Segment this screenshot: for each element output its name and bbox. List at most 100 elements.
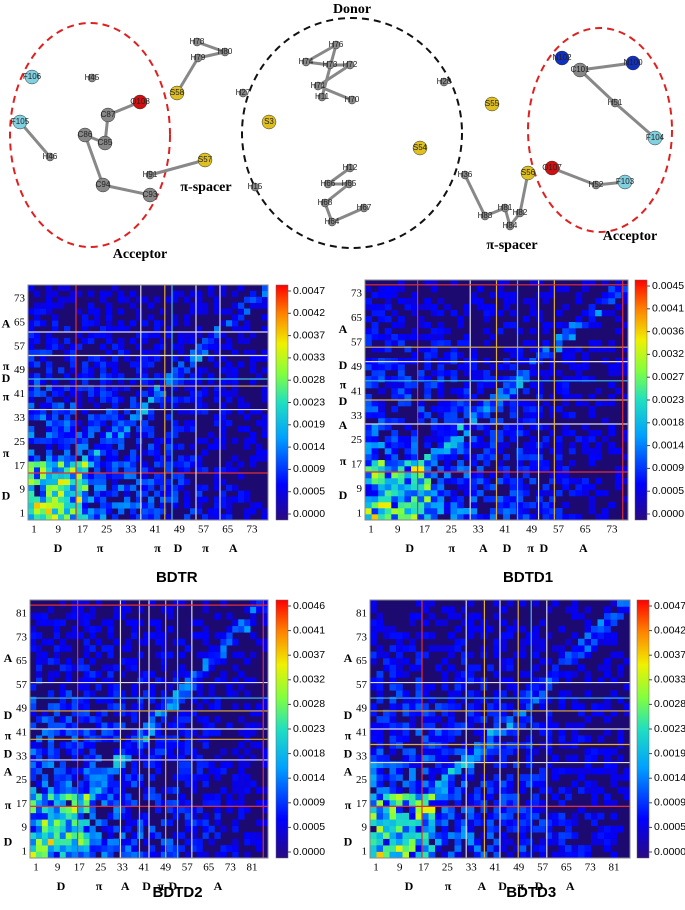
heatmap-cell xyxy=(76,373,83,380)
region-label: π-spacer xyxy=(486,238,537,253)
heatmap-cell xyxy=(489,334,497,341)
heatmap-cell xyxy=(83,761,90,768)
heatmap-cell xyxy=(64,437,71,444)
heatmap-cell xyxy=(59,832,66,839)
heatmap-cell xyxy=(244,320,251,327)
heatmap-cell xyxy=(584,677,592,685)
heatmap-cell xyxy=(496,310,504,317)
heatmap-cell xyxy=(47,729,55,736)
heatmap-cell xyxy=(396,845,403,852)
heatmap-cell xyxy=(30,722,37,730)
heatmap-cell xyxy=(220,600,227,607)
heatmap-cell xyxy=(184,296,191,303)
heatmap-cell xyxy=(575,292,583,299)
y-tick-label: 25 xyxy=(14,436,26,448)
atom-label: S54 xyxy=(413,143,428,152)
heatmap-cell xyxy=(47,754,55,762)
heatmap-cell xyxy=(575,400,583,407)
heatmap-cell xyxy=(384,436,392,443)
heatmap-cell xyxy=(430,310,438,317)
heatmap-cell xyxy=(424,436,432,443)
heatmap-cell xyxy=(476,514,484,521)
heatmap-cell xyxy=(154,396,161,403)
heatmap-cell xyxy=(365,508,372,515)
heatmap-cell xyxy=(489,310,497,317)
heatmap-cell xyxy=(47,748,55,756)
heatmap-cell xyxy=(489,400,497,407)
heatmap-cell xyxy=(496,442,504,449)
heatmap-cell xyxy=(226,845,233,852)
heatmap-cell xyxy=(376,722,384,730)
heatmap-cell xyxy=(106,414,113,421)
heatmap-cell xyxy=(125,619,132,627)
heatmap-cell xyxy=(41,709,49,717)
heatmap-cell xyxy=(397,502,405,509)
heatmap-cell xyxy=(487,819,494,827)
heatmap-cell xyxy=(178,337,185,345)
heatmap-cell xyxy=(591,632,598,639)
heatmap-cell xyxy=(184,490,191,497)
heatmap-cell xyxy=(529,466,537,473)
heatmap-cell xyxy=(597,825,605,833)
heatmap-cell xyxy=(41,774,49,781)
heatmap-cell xyxy=(397,418,405,425)
heatmap-cell xyxy=(604,632,611,639)
heatmap-cell xyxy=(623,703,631,710)
heatmap-cell xyxy=(448,787,455,794)
heatmap-cell xyxy=(160,819,168,827)
heatmap-cell xyxy=(516,454,524,461)
heatmap-cell xyxy=(383,806,390,814)
heatmap-cell xyxy=(397,334,405,341)
heatmap-cell xyxy=(450,478,458,485)
heatmap-cell xyxy=(503,400,510,407)
heatmap-cell xyxy=(106,408,113,415)
heatmap-cell xyxy=(575,478,583,485)
heatmap-cell xyxy=(461,651,468,659)
heatmap-cell xyxy=(463,334,471,341)
heatmap-cell xyxy=(506,625,514,633)
heatmap-cell xyxy=(500,845,507,852)
heatmap-cell xyxy=(391,508,399,515)
heatmap-cell xyxy=(532,683,540,691)
heatmap-cell xyxy=(106,467,113,474)
heatmap-cell xyxy=(65,703,72,710)
heatmap-cell xyxy=(262,390,269,397)
heatmap-cell xyxy=(52,343,59,350)
heatmap-cell xyxy=(137,851,144,859)
heatmap-cell xyxy=(489,430,497,437)
x-fragment-label: D xyxy=(405,879,414,893)
heatmap-cell xyxy=(391,388,399,395)
heatmap-cell xyxy=(214,651,221,659)
heatmap-cell xyxy=(250,290,257,298)
heatmap-cell xyxy=(591,819,598,827)
heatmap-cell xyxy=(94,314,101,321)
heatmap-cell xyxy=(131,625,138,633)
heatmap-cell xyxy=(584,845,592,852)
heatmap-cell xyxy=(118,426,125,433)
heatmap-cell xyxy=(190,361,197,368)
heatmap-cell xyxy=(370,619,377,627)
heatmap-cell xyxy=(124,420,131,427)
heatmap-cell xyxy=(137,754,144,762)
heatmap-cell xyxy=(30,748,37,756)
heatmap-cell xyxy=(41,845,49,852)
heatmap-cell xyxy=(214,443,221,450)
heatmap-cell xyxy=(483,400,491,407)
heatmap-cell xyxy=(467,819,475,827)
heatmap-cell xyxy=(59,774,66,781)
heatmap-cell xyxy=(106,490,113,497)
heatmap-cell xyxy=(519,696,527,704)
heatmap-cell xyxy=(118,414,125,421)
heatmap-cell xyxy=(88,426,95,433)
heatmap-cell xyxy=(424,388,432,395)
heatmap-cell xyxy=(396,761,403,768)
heatmap-cell xyxy=(131,709,138,717)
heatmap-cell xyxy=(76,461,83,468)
heatmap-cell xyxy=(513,819,520,827)
heatmap-cell xyxy=(604,793,611,801)
heatmap-cell xyxy=(214,799,221,807)
heatmap-cell xyxy=(417,316,425,323)
heatmap-cell xyxy=(202,825,209,833)
heatmap-cell xyxy=(417,460,425,467)
heatmap-cell xyxy=(513,619,520,627)
